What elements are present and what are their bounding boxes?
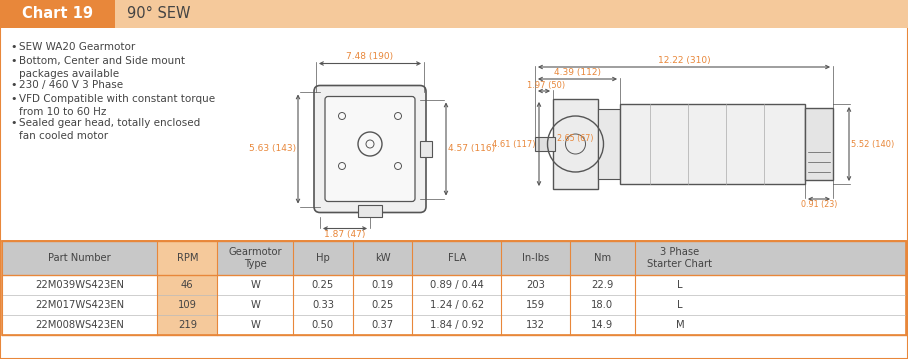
Text: 12.22 (310): 12.22 (310)	[657, 56, 710, 65]
Bar	[358, 205, 382, 216]
Text: Bottom, Center and Side mount: Bottom, Center and Side mount	[19, 56, 185, 66]
Text: Gearmotor
Type: Gearmotor Type	[228, 247, 281, 269]
Text: 0.50: 0.50	[311, 320, 334, 330]
Text: RPM: RPM	[176, 253, 198, 263]
Text: 22.9: 22.9	[591, 280, 614, 290]
Text: 1.24 / 0.62: 1.24 / 0.62	[429, 300, 484, 310]
Text: 230 / 460 V 3 Phase: 230 / 460 V 3 Phase	[19, 80, 123, 90]
Text: 46: 46	[181, 280, 193, 290]
Bar	[157, 275, 217, 295]
Text: Sealed gear head, totally enclosed: Sealed gear head, totally enclosed	[19, 118, 201, 128]
Bar	[620, 104, 805, 184]
Text: 1.84 / 0.92: 1.84 / 0.92	[429, 320, 484, 330]
Text: 90° SEW: 90° SEW	[127, 6, 191, 22]
Text: •: •	[10, 56, 16, 66]
Text: 159: 159	[526, 300, 545, 310]
Text: •: •	[10, 118, 16, 128]
Text: 5.52 (140): 5.52 (140)	[851, 140, 894, 149]
Text: W: W	[251, 280, 260, 290]
Text: SEW WA20 Gearmotor: SEW WA20 Gearmotor	[19, 42, 135, 52]
Text: 22M039WS423EN: 22M039WS423EN	[35, 280, 124, 290]
Text: packages available: packages available	[19, 69, 119, 79]
Bar	[2, 241, 906, 335]
Text: 0.89 / 0.44: 0.89 / 0.44	[429, 280, 484, 290]
Text: fan cooled motor: fan cooled motor	[19, 131, 108, 141]
Text: M: M	[676, 320, 685, 330]
Text: 3 Phase
Starter Chart: 3 Phase Starter Chart	[647, 247, 713, 269]
Bar	[157, 295, 217, 315]
Bar	[0, 0, 115, 28]
Text: 22M008WS423EN: 22M008WS423EN	[35, 320, 124, 330]
Text: kW: kW	[375, 253, 390, 263]
Text: 0.25: 0.25	[371, 300, 394, 310]
Text: Nm: Nm	[594, 253, 611, 263]
Bar	[2, 241, 906, 275]
Text: 18.0: 18.0	[591, 300, 613, 310]
Text: 7.48 (190): 7.48 (190)	[347, 52, 393, 61]
Text: 5.63 (143): 5.63 (143)	[249, 145, 296, 154]
Text: 203: 203	[526, 280, 545, 290]
Text: 0.91 (23): 0.91 (23)	[801, 200, 837, 209]
Bar	[157, 315, 217, 335]
Text: 4.61 (117): 4.61 (117)	[492, 140, 536, 149]
Text: W: W	[251, 300, 260, 310]
Bar	[420, 141, 432, 157]
Text: 14.9: 14.9	[591, 320, 614, 330]
Text: •: •	[10, 94, 16, 104]
Bar	[157, 241, 217, 275]
Text: Chart 19: Chart 19	[22, 6, 93, 22]
Text: 22M017WS423EN: 22M017WS423EN	[35, 300, 124, 310]
Text: 109: 109	[178, 300, 197, 310]
Bar	[598, 109, 620, 179]
Text: 132: 132	[526, 320, 545, 330]
Bar	[805, 108, 833, 180]
Text: 0.33: 0.33	[312, 300, 334, 310]
Text: 219: 219	[178, 320, 197, 330]
Bar	[115, 0, 908, 28]
Text: 0.37: 0.37	[371, 320, 394, 330]
Text: 0.25: 0.25	[311, 280, 334, 290]
Text: L: L	[677, 280, 683, 290]
Text: L: L	[677, 300, 683, 310]
Text: from 10 to 60 Hz: from 10 to 60 Hz	[19, 107, 106, 117]
Text: In-lbs: In-lbs	[522, 253, 549, 263]
Text: •: •	[10, 42, 16, 52]
FancyBboxPatch shape	[325, 97, 415, 201]
Text: 4.39 (112): 4.39 (112)	[554, 68, 601, 77]
FancyBboxPatch shape	[314, 85, 426, 213]
Text: VFD Compatible with constant torque: VFD Compatible with constant torque	[19, 94, 215, 104]
Text: 4.57 (116): 4.57 (116)	[448, 145, 495, 154]
Bar	[553, 99, 598, 189]
Text: 0.19: 0.19	[371, 280, 394, 290]
Text: 1.87 (47): 1.87 (47)	[324, 230, 366, 239]
Text: Hp: Hp	[316, 253, 330, 263]
Text: Part Number: Part Number	[48, 253, 111, 263]
Bar	[535, 137, 555, 151]
Text: W: W	[251, 320, 260, 330]
Text: •: •	[10, 80, 16, 90]
Text: FLA: FLA	[448, 253, 466, 263]
Text: 2.65 (67): 2.65 (67)	[558, 135, 594, 144]
Text: 1.97 (50): 1.97 (50)	[527, 81, 565, 90]
